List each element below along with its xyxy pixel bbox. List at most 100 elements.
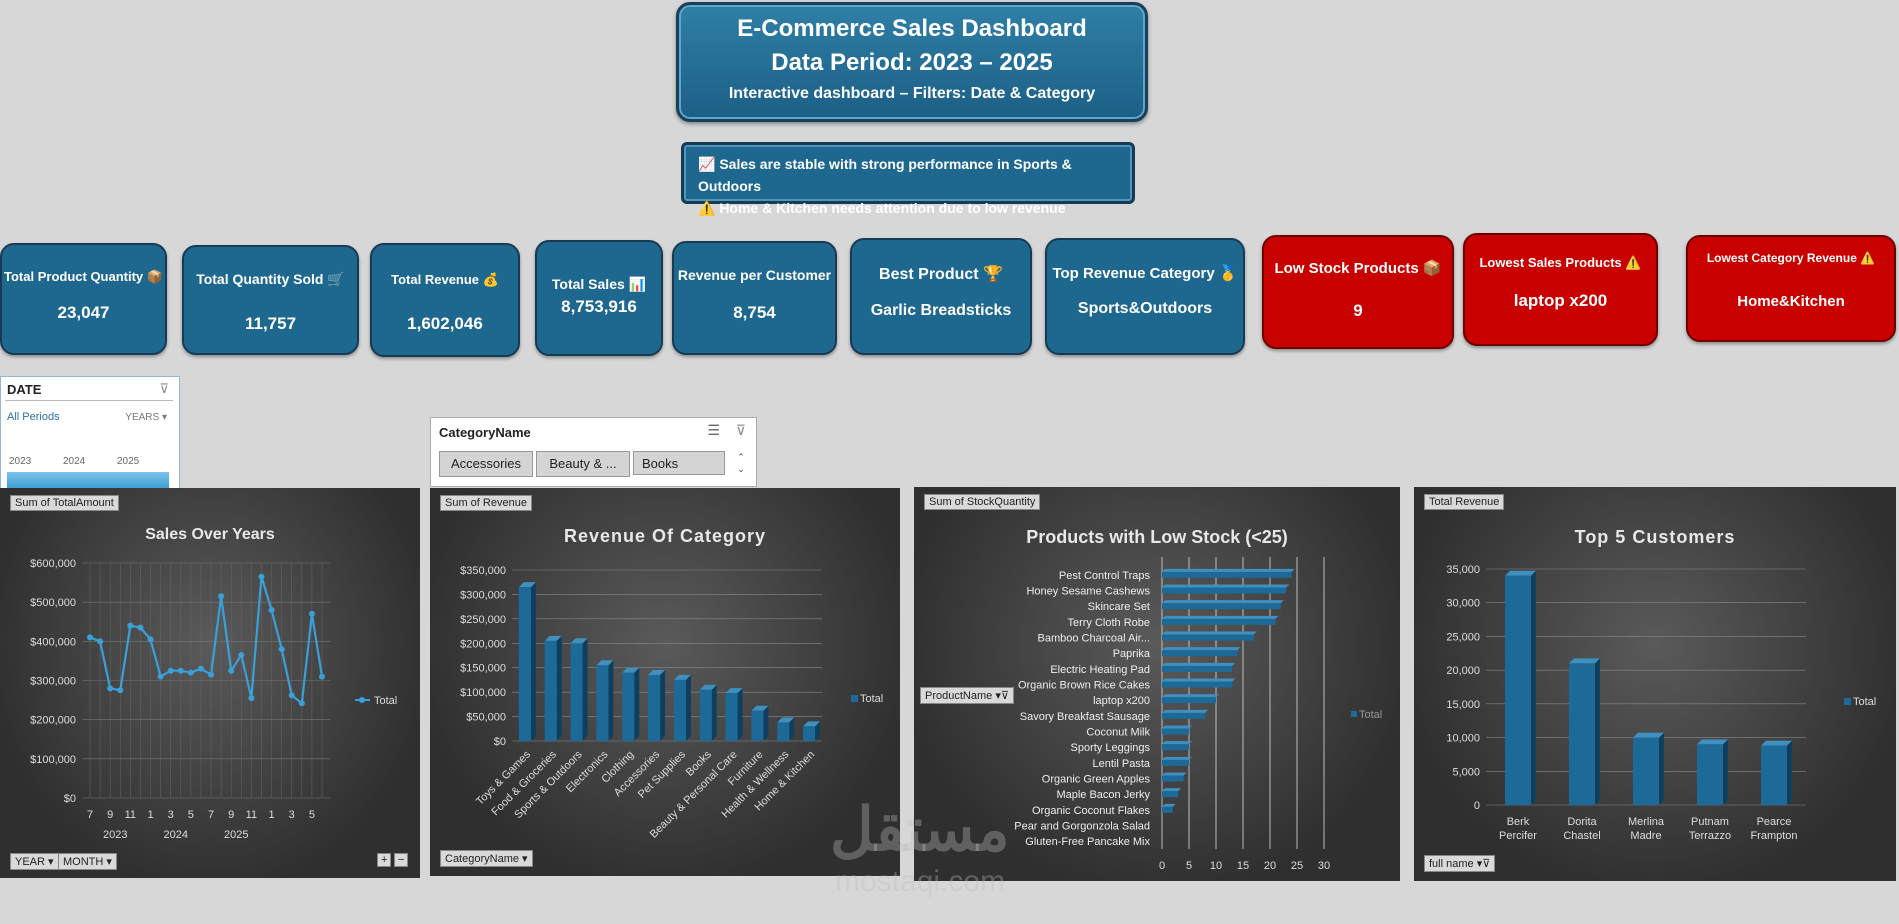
dashboard-subtitle: Interactive dashboard – Filters: Date & …: [728, 85, 1096, 102]
clear-filter-icon[interactable]: ⊽: [159, 381, 169, 396]
kpi-total-revenue[interactable]: Total Revenue 💰 1,602,046: [370, 243, 520, 357]
slicer-item-accessories[interactable]: Accessories: [439, 451, 533, 477]
year-2024[interactable]: 2024: [63, 456, 86, 467]
x-tick-label: 1: [269, 809, 275, 821]
bar-top: [673, 674, 691, 680]
kpi-total-quantity-sold[interactable]: Total Quantity Sold 🛒 11,757: [182, 245, 359, 355]
bar-top: [1162, 756, 1192, 760]
kpi-lowest-sales-products[interactable]: Lowest Sales Products ⚠️ laptop x200: [1463, 233, 1658, 346]
top-customers-chart[interactable]: Total Revenue Top 5 Customers 0 5,000 10,0…: [1414, 487, 1896, 881]
kpi-low-stock-products[interactable]: Low Stock Products 📦 9: [1262, 235, 1454, 349]
bar-top: [1162, 647, 1241, 651]
bar-side: [556, 635, 562, 741]
year-2025[interactable]: 2025: [117, 456, 140, 467]
bar-side: [1531, 570, 1536, 805]
category-button-label: CategoryName: [445, 853, 519, 865]
kpi-label: Total Quantity Sold 🛒: [196, 271, 345, 287]
slicer-item-beauty[interactable]: Beauty & ...: [536, 451, 630, 477]
clear-filter-icon[interactable]: ⊽: [735, 422, 746, 438]
bar: [518, 587, 531, 741]
bar: [1162, 744, 1189, 751]
bar-side: [711, 684, 717, 741]
slicer-scroll-arrows[interactable]: ⌃ ⌄: [737, 452, 745, 474]
bar: [1505, 575, 1531, 805]
category-slicer[interactable]: CategoryName ☰ ⊽ Accessories Beauty & ..…: [430, 417, 757, 487]
kpi-revenue-per-customer[interactable]: Revenue per Customer 8,754: [672, 241, 837, 355]
date-slicer-level[interactable]: YEARS ▾: [125, 412, 167, 423]
data-point: [278, 646, 285, 653]
slicer-item-books[interactable]: Books: [633, 451, 725, 475]
data-point: [97, 638, 104, 645]
kpi-total-sales[interactable]: Total Sales 📊 8,753,916: [535, 240, 663, 356]
fullname-button-label: full name: [1429, 858, 1474, 870]
stock-bar-svg: 0 5 10 15 20 25 30 Pest Control Traps Honey Sesa…: [1014, 557, 1382, 872]
chart-title: Sales Over Years: [145, 526, 275, 543]
multi-select-icon[interactable]: ☰: [707, 422, 720, 438]
x-tick-label: 7: [87, 809, 93, 821]
kpi-label: Top Revenue Category 🥇: [1052, 265, 1238, 282]
data-point: [87, 634, 93, 641]
legend-label: Total: [860, 693, 883, 705]
bar-top: [570, 638, 588, 644]
field-button-value[interactable]: Sum of StockQuantity: [924, 494, 1041, 510]
year-axis-label: 2023: [103, 829, 127, 841]
y-tick-label: 30,000: [1446, 598, 1480, 610]
y-tick-label: Skincare Set: [1088, 601, 1150, 613]
x-tick-label: 3: [168, 809, 174, 821]
low-stock-chart[interactable]: Sum of StockQuantity Products with Low S…: [914, 487, 1400, 881]
revenue-of-category-chart[interactable]: Sum of Revenue Revenue Of Category $0 $50…: [430, 488, 900, 876]
fullname-field-button[interactable]: full name ▾⊽: [1424, 855, 1496, 872]
bar: [725, 693, 738, 741]
data-point: [117, 687, 124, 694]
timeline-bar[interactable]: [7, 472, 169, 488]
bar: [596, 665, 609, 741]
y-tick-label: 10,000: [1446, 733, 1480, 745]
y-tick-label: Organic Brown Rice Cakes: [1018, 680, 1151, 692]
customers-bar-svg: 0 5,000 10,000 15,000 20,000 25,000 30,000 35,0…: [1446, 564, 1876, 842]
data-point: [228, 667, 235, 674]
kpi-lowest-category-revenue[interactable]: Lowest Category Revenue ⚠️ Home&Kitchen: [1686, 235, 1896, 342]
x-tick-label: Putnam: [1691, 816, 1729, 828]
data-point: [238, 652, 245, 659]
kpi-total-product-quantity[interactable]: Total Product Quantity 📦 23,047: [0, 243, 167, 355]
bar-top: [1162, 615, 1279, 619]
kpi-top-revenue-category[interactable]: Top Revenue Category 🥇 Sports&Outdoors: [1045, 238, 1245, 355]
y-tick-label: $600,000: [30, 558, 76, 570]
product-field-button[interactable]: ProductName ▾⊽: [920, 687, 1014, 704]
data-point: [167, 667, 174, 674]
expand-button[interactable]: +: [377, 853, 392, 867]
y-tick-label: Bamboo Charcoal Air...: [1037, 633, 1150, 645]
x-tick-label: 30: [1318, 860, 1330, 872]
x-tick-label: 15: [1237, 860, 1249, 872]
date-timeline-slicer[interactable]: DATE ⊽ All Periods YEARS ▾ 2023 2024 202…: [0, 376, 180, 490]
bar: [1162, 681, 1233, 688]
bar-top: [1162, 584, 1290, 588]
bar: [1162, 759, 1189, 766]
field-button-value[interactable]: Sum of TotalAmount: [10, 495, 119, 511]
y-tick-label: $500,000: [30, 597, 76, 609]
bar: [1162, 806, 1173, 813]
bar: [570, 643, 583, 741]
y-tick-label: $300,000: [30, 676, 76, 688]
year-2023[interactable]: 2023: [9, 456, 32, 467]
y-tick-label: $200,000: [30, 715, 76, 727]
y-tick-label: Sporty Leggings: [1071, 742, 1151, 754]
bar: [1162, 571, 1292, 578]
x-tick-label: 7: [208, 809, 214, 821]
field-button-value[interactable]: Sum of Revenue: [440, 495, 532, 511]
category-field-button[interactable]: CategoryName ▾: [440, 850, 533, 867]
year-field-button[interactable]: YEAR ▾: [10, 853, 59, 870]
month-field-button[interactable]: MONTH ▾: [58, 853, 117, 870]
legend-marker: [1351, 711, 1357, 717]
y-tick-label: 15,000: [1446, 699, 1480, 711]
x-tick-label: 9: [228, 809, 234, 821]
kpi-best-product[interactable]: Best Product 🏆 Garlic Breadsticks: [850, 238, 1032, 355]
collapse-button[interactable]: −: [394, 853, 409, 867]
x-tick-label: 5: [1186, 860, 1192, 872]
field-button-value[interactable]: Total Revenue: [1424, 494, 1505, 510]
y-tick-label: Coconut Milk: [1086, 727, 1150, 739]
kpi-value: 11,757: [244, 314, 297, 333]
kpi-label: Best Product 🏆: [879, 266, 1003, 283]
sales-over-years-chart[interactable]: Sum of TotalAmount Sales Over Years $0 $1…: [0, 488, 420, 878]
data-point: [248, 695, 255, 702]
